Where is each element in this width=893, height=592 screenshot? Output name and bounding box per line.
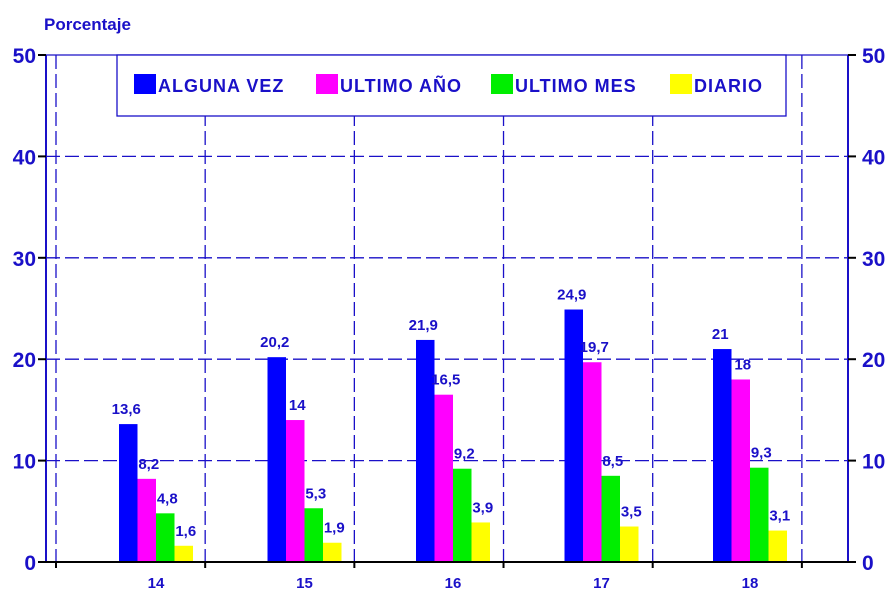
data-label: 9,3 (751, 445, 772, 462)
data-label: 13,6 (112, 401, 141, 418)
bar (323, 542, 342, 562)
data-label: 9,2 (454, 446, 475, 463)
bar (156, 513, 175, 562)
y-tick-label-right: 10 (862, 451, 885, 474)
legend-swatch (491, 74, 513, 94)
data-label: 8,5 (602, 453, 623, 470)
data-label: 3,9 (472, 499, 493, 516)
bar (119, 424, 138, 562)
data-label: 14 (289, 397, 306, 414)
bar (713, 349, 732, 562)
legend-label: DIARIO (694, 76, 763, 96)
data-label: 19,7 (580, 339, 609, 356)
y-tick-label-right: 40 (862, 146, 885, 169)
bar (416, 339, 435, 562)
legend-swatch (316, 74, 338, 94)
legend-swatch (670, 74, 692, 94)
data-label: 5,3 (305, 485, 326, 502)
data-label: 16,5 (431, 372, 460, 389)
legend: ALGUNA VEZ ULTIMO AÑO ULTIMO MES DIARIO (116, 54, 787, 117)
y-tick-label-right: 20 (862, 349, 885, 372)
y-tick-label-right: 0 (862, 552, 874, 575)
y-tick-label-left: 0 (24, 552, 36, 575)
y-tick-label-left: 20 (13, 349, 36, 372)
data-label: 20,2 (260, 334, 289, 351)
y-tick-label-left: 40 (13, 146, 36, 169)
y-axis-title: Porcentaje (44, 15, 131, 34)
bar (434, 394, 453, 562)
bar (453, 468, 472, 562)
bars (119, 309, 787, 562)
y-tick-label-left: 50 (13, 45, 36, 68)
y-tick-label-left: 10 (13, 451, 36, 474)
bar (620, 526, 639, 562)
y-tick-label-right: 30 (862, 248, 885, 271)
bar (564, 309, 583, 562)
x-tick-label: 17 (593, 575, 610, 592)
y-tick-label-left: 30 (13, 248, 36, 271)
x-tick-label: 14 (148, 575, 165, 592)
data-label: 18 (734, 356, 751, 373)
data-label: 21 (712, 326, 729, 343)
data-label: 1,9 (324, 520, 345, 537)
data-label: 3,5 (621, 504, 642, 521)
bar (583, 362, 602, 562)
bar (174, 545, 193, 562)
bar (137, 478, 156, 562)
data-label: 8,2 (138, 456, 159, 473)
bar (267, 357, 286, 562)
y-tick-label-right: 50 (862, 45, 885, 68)
bar (304, 508, 323, 562)
x-tick-label: 18 (742, 575, 759, 592)
bar (471, 522, 490, 562)
data-labels: 13,6 8,2 4,8 1,6 20,2 14 5,3 1,9 21,9 16,5 9,2 3,9 2… (112, 287, 791, 540)
x-tick-label: 15 (296, 575, 313, 592)
bar (601, 475, 620, 562)
data-label: 24,9 (557, 287, 586, 304)
data-label: 21,9 (409, 317, 438, 334)
bar (731, 379, 750, 562)
data-label: 4,8 (157, 490, 178, 507)
legend-label: ULTIMO MES (515, 76, 637, 96)
x-tick-label: 16 (445, 575, 462, 592)
bar (286, 420, 305, 562)
data-label: 1,6 (175, 523, 196, 540)
legend-swatch (134, 74, 156, 94)
axes: 14 15 16 17 18 0 0 10 10 20 20 30 30 40 40 50 50 Porcenta… (13, 15, 886, 592)
legend-label: ULTIMO AÑO (340, 75, 462, 96)
bar (768, 530, 787, 562)
bar (750, 467, 769, 562)
legend-label: ALGUNA VEZ (158, 76, 284, 96)
data-label: 3,1 (769, 508, 790, 525)
